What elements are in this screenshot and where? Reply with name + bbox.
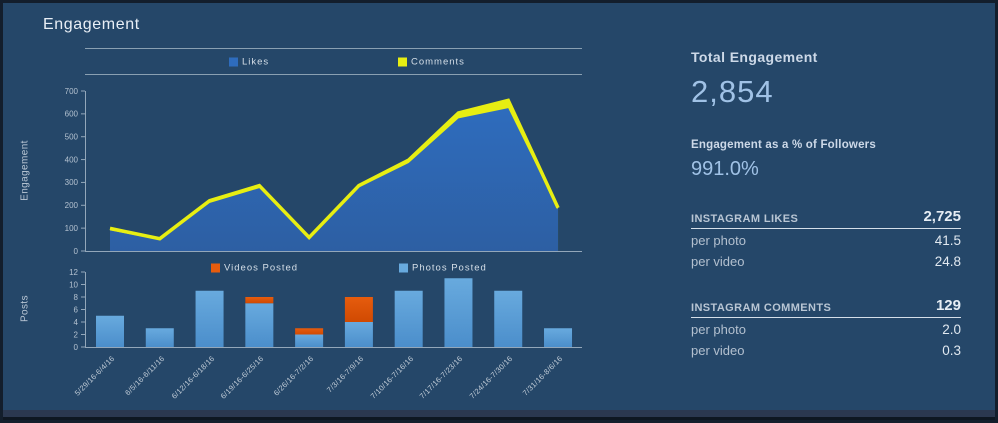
videos-bar xyxy=(295,328,324,335)
y-tick-label: 700 xyxy=(65,87,79,96)
comments-swatch-icon xyxy=(398,57,407,66)
legend-label-likes: Likes xyxy=(242,56,270,67)
legend-item-comments: Comments xyxy=(398,56,465,67)
summary-panel: Total Engagement 2,854 Engagement as a %… xyxy=(691,49,961,361)
instagram-likes-total: 2,725 xyxy=(923,208,961,225)
y-tick-label: 500 xyxy=(65,133,79,142)
y-tick-label: 6 xyxy=(74,305,79,314)
legend-label-photos-posted: Photos Posted xyxy=(412,262,487,274)
likes-swatch-icon xyxy=(229,57,238,66)
photos-bar xyxy=(544,328,573,347)
instagram-comments-total: 129 xyxy=(935,297,961,314)
y-tick-label: 8 xyxy=(74,293,79,302)
window-bottom-border xyxy=(3,410,995,420)
y-tick-label: 10 xyxy=(69,280,78,289)
page-title: Engagement xyxy=(43,16,140,33)
photos-bar xyxy=(96,315,124,347)
likes-per-video-value: 24.8 xyxy=(934,254,961,270)
comments-per-photo-value: 2.0 xyxy=(942,321,961,337)
photos-bar xyxy=(494,290,523,347)
instagram-comments-header-row: INSTAGRAM COMMENTS 129 xyxy=(691,297,961,318)
legend-item-videos-posted: Videos Posted xyxy=(211,263,298,274)
instagram-comments-header: INSTAGRAM COMMENTS xyxy=(691,302,832,314)
y-tick-label: 0 xyxy=(74,247,79,256)
engagement-area-chart: 0 100 200 300 400 500 600 700 xyxy=(65,87,582,256)
y-tick-label: 4 xyxy=(74,318,79,327)
comments-per-video-row: per video 0.3 xyxy=(691,341,961,362)
photos-bar xyxy=(394,290,423,347)
instagram-likes-header-row: INSTAGRAM LIKES 2,725 xyxy=(691,208,961,229)
photos-bar xyxy=(245,303,274,347)
y-tick-label: 2 xyxy=(74,330,79,339)
bar-y-axis-title: Posts xyxy=(19,295,31,323)
likes-per-photo-value: 41.5 xyxy=(934,232,961,248)
x-axis-labels: 5/29/16-6/4/16 6/5/16-6/11/16 6/12/16-6/18… xyxy=(73,351,582,411)
photos-bar xyxy=(444,278,473,347)
likes-per-photo-row: per photo 41.5 xyxy=(691,230,961,251)
y-tick-label: 200 xyxy=(65,201,79,210)
comments-line xyxy=(109,98,560,241)
legend-item-photos-posted: Photos Posted xyxy=(399,263,487,274)
total-engagement-value: 2,854 xyxy=(691,74,774,109)
area-chart-legend: Likes Comments xyxy=(85,48,582,75)
photos-bar xyxy=(145,328,174,347)
area-y-axis-title: Engagement xyxy=(19,140,31,201)
photos-bar xyxy=(195,290,224,347)
comments-per-photo-label: per photo xyxy=(691,321,746,337)
comments-per-video-value: 0.3 xyxy=(942,343,961,359)
instagram-likes-header: INSTAGRAM LIKES xyxy=(691,213,799,225)
legend-item-likes: Likes xyxy=(229,56,269,67)
videos-bar xyxy=(344,297,373,322)
likes-per-photo-label: per photo xyxy=(691,232,746,248)
y-tick-label: 400 xyxy=(65,155,79,164)
photos-swatch-icon xyxy=(399,263,408,273)
videos-swatch-icon xyxy=(211,263,220,273)
pct-of-followers-label: Engagement as a % of Followers xyxy=(691,139,876,151)
bar-chart-legend: Videos Posted Photos Posted xyxy=(85,260,582,276)
comments-per-photo-row: per photo 2.0 xyxy=(691,319,961,340)
total-engagement-label: Total Engagement xyxy=(691,49,818,65)
posts-bar-chart: 0 2 4 6 8 10 12 xyxy=(69,268,582,352)
y-tick-label: 100 xyxy=(65,224,79,233)
photos-bar xyxy=(295,334,324,347)
photos-bar xyxy=(344,322,373,347)
likes-per-video-row: per video 24.8 xyxy=(691,252,961,273)
legend-label-comments: Comments xyxy=(411,56,465,67)
pct-of-followers-value: 991.0% xyxy=(691,158,759,180)
instagram-comments-section: INSTAGRAM COMMENTS 129 per photo 2.0 per… xyxy=(691,297,961,361)
likes-per-video-label: per video xyxy=(691,254,745,270)
y-tick-label: 600 xyxy=(65,110,79,119)
y-tick-label: 0 xyxy=(74,343,79,352)
videos-bar xyxy=(245,297,274,304)
comments-per-video-label: per video xyxy=(691,343,745,359)
y-tick-label: 300 xyxy=(65,178,79,187)
y-tick-label: 12 xyxy=(69,268,78,277)
legend-label-videos-posted: Videos Posted xyxy=(224,262,299,274)
likes-area xyxy=(110,108,559,251)
instagram-likes-section: INSTAGRAM LIKES 2,725 per photo 41.5 per… xyxy=(691,208,961,272)
